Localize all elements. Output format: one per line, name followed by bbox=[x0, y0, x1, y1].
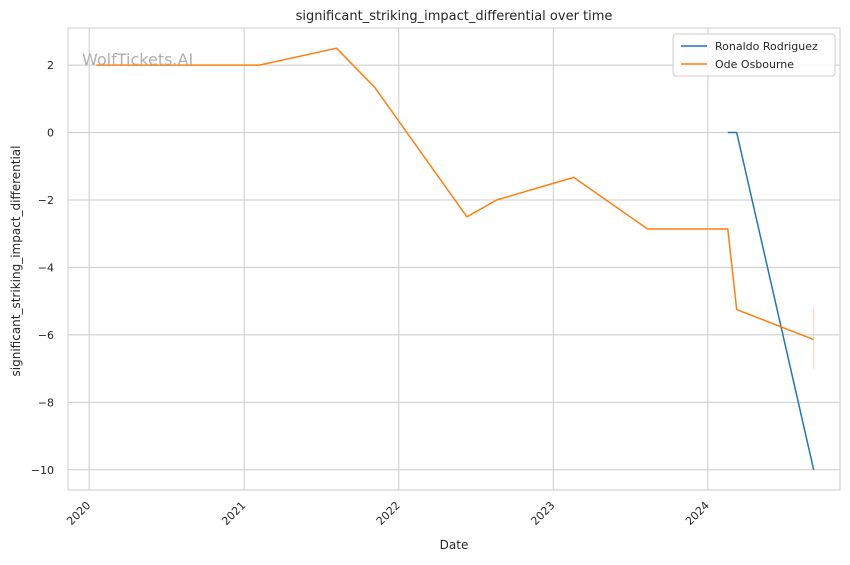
x-axis-label: Date bbox=[440, 538, 469, 552]
y-tick-labels: 2 0 −2 −4 −6 −8 −10 bbox=[31, 59, 54, 477]
legend-label: Ode Osbourne bbox=[715, 58, 794, 71]
y-tick-label: 0 bbox=[47, 127, 54, 140]
series-layer bbox=[96, 47, 815, 470]
legend: Ronaldo Rodriguez Ode Osbourne bbox=[672, 33, 836, 77]
series-line-ronaldo-rodriguez bbox=[727, 131, 815, 470]
series-line-ode-osbourne bbox=[96, 47, 814, 341]
y-tick-label: −8 bbox=[38, 396, 54, 409]
y-tick-label: −10 bbox=[31, 464, 54, 477]
y-tick-label: −2 bbox=[38, 194, 54, 207]
plot-frame bbox=[67, 27, 841, 491]
y-tick-label: −4 bbox=[38, 261, 54, 274]
watermark: WolfTickets.AI bbox=[82, 50, 193, 69]
y-axis-label: significant_striking_impact_differential bbox=[9, 146, 23, 377]
legend-box bbox=[672, 33, 836, 77]
legend-label: Ronaldo Rodriguez bbox=[715, 40, 818, 53]
y-tick-label: −6 bbox=[38, 329, 54, 342]
y-tick-label: 2 bbox=[47, 59, 54, 72]
chart-title: significant_striking_impact_differential… bbox=[296, 9, 613, 24]
